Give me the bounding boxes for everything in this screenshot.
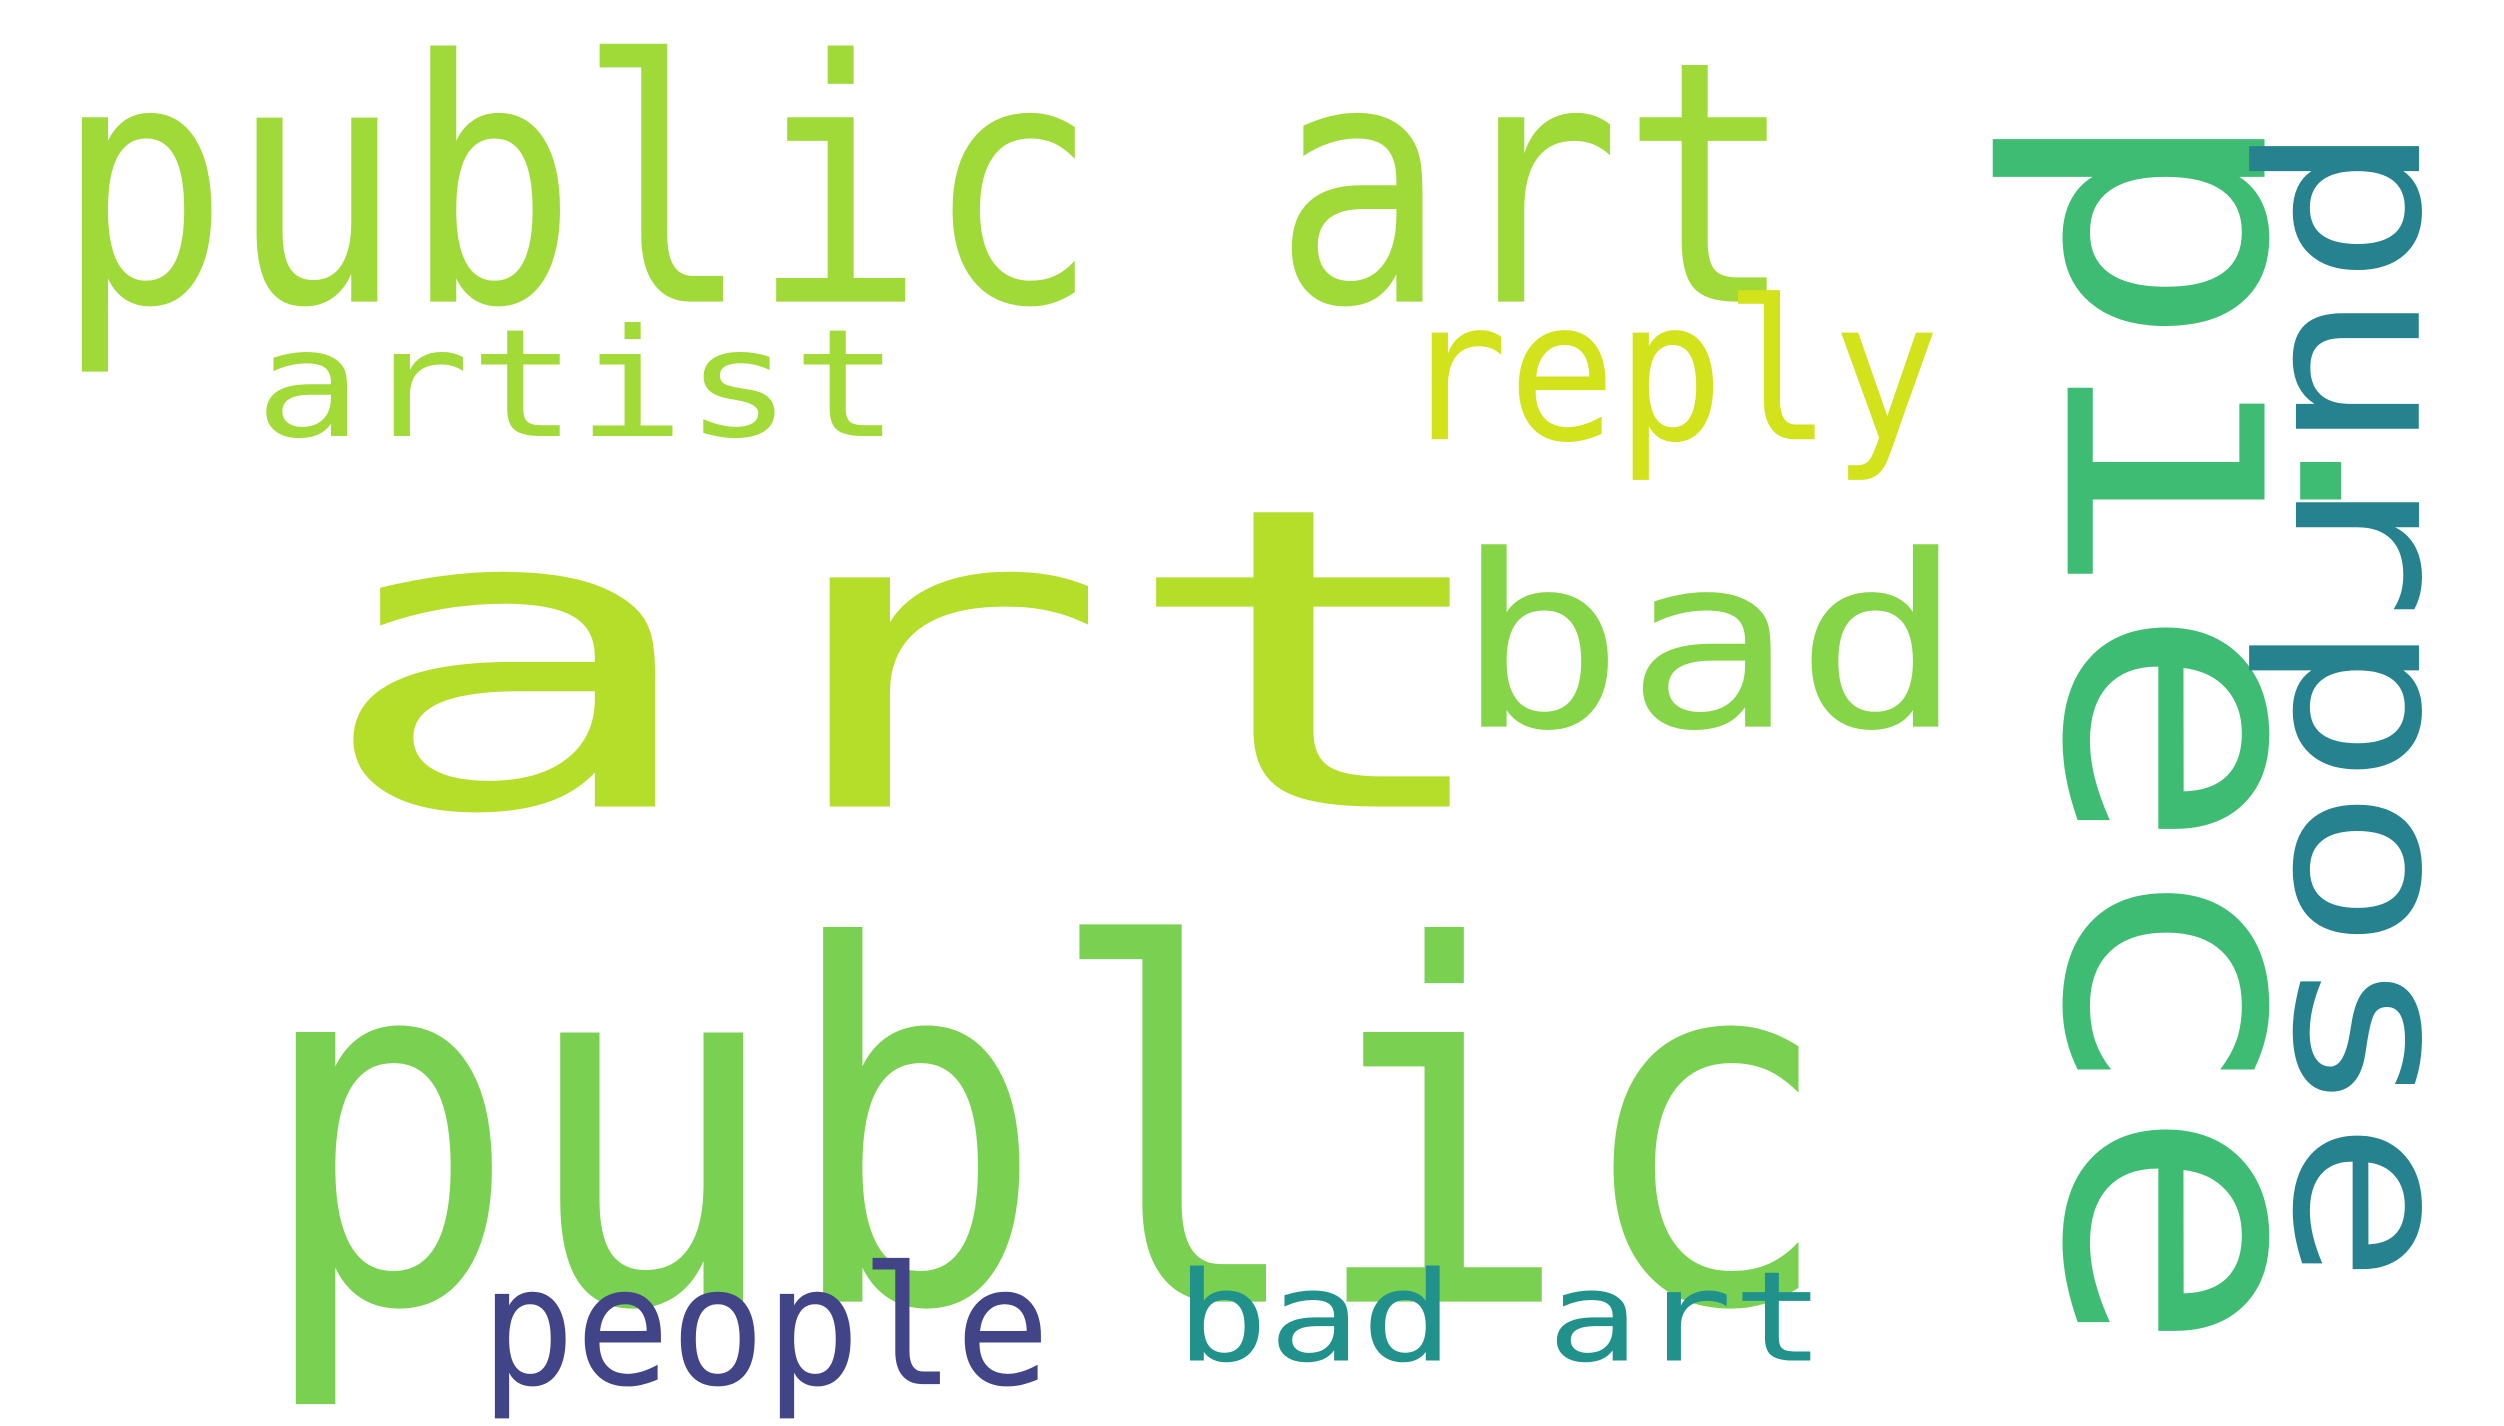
- word-artist: artist: [255, 297, 900, 472]
- word-purpose: purpose: [2242, 119, 2504, 1285]
- word-bad: bad: [1454, 504, 1965, 785]
- word-reply: reply: [1400, 258, 1940, 486]
- word-public-art: public art: [54, 0, 1795, 382]
- word-public: public: [254, 845, 1835, 1420]
- word-people: people: [480, 1230, 1050, 1424]
- word-art: art: [309, 418, 1515, 907]
- word-bad-art: bad art: [1175, 1244, 1825, 1390]
